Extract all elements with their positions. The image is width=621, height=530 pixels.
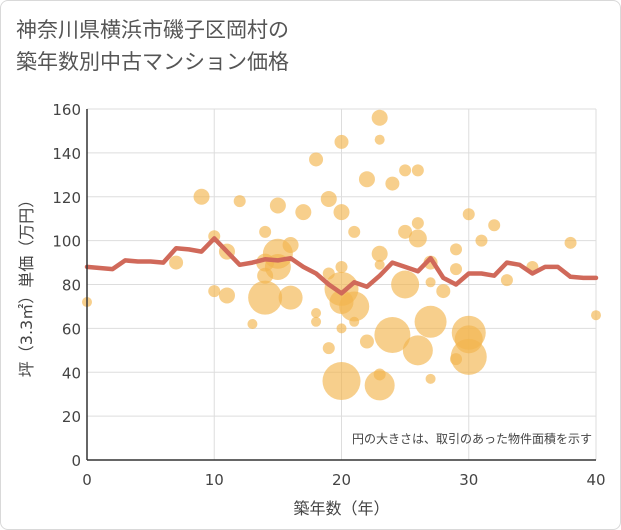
data-point-68 [564,236,577,249]
data-point-63 [450,338,487,375]
data-point-53 [425,277,436,288]
data-point-1 [169,255,184,270]
chart-title: 神奈川県横浜市磯子区岡村の 築年数別中古マンション価格 [16,14,289,78]
data-point-24 [322,342,335,355]
y-tick-label-7: 140 [52,145,81,163]
data-point-40 [374,259,385,270]
data-point-60 [462,208,475,221]
data-point-64 [475,234,488,247]
y-tick-label-2: 40 [62,364,81,382]
average-price-line [84,236,599,296]
data-point-50 [408,229,427,248]
data-point-26 [333,204,350,221]
chart-title-line-1: 神奈川県横浜市磯子区岡村の [16,18,289,42]
data-point-33 [339,291,370,322]
y-tick-label-8: 160 [52,101,81,119]
data-point-49 [411,217,424,230]
y-tick-label-4: 80 [62,277,81,295]
chart-title-line-2: 築年数別中古マンション価格 [16,50,289,74]
y-tick-label-6: 120 [52,189,81,207]
data-point-18 [295,204,312,221]
data-point-21 [311,316,322,327]
data-point-55 [425,373,436,384]
data-point-47 [391,270,420,299]
data-point-39 [371,245,388,262]
data-point-37 [371,109,388,126]
bubble-size-note: 円の大きさは、取引のあった物件面積を示す [352,431,592,446]
data-point-42 [364,370,395,401]
data-point-6 [218,287,235,304]
data-point-27 [335,260,348,273]
data-point-43 [385,176,400,191]
data-point-13 [269,197,286,214]
data-point-8 [247,318,258,329]
data-point-2 [193,188,210,205]
data-point-16 [282,237,299,254]
average-line-group [84,236,599,296]
data-point-58 [450,263,463,276]
data-point-56 [436,284,451,299]
x-tick-label-1: 10 [205,471,224,489]
x-tick-label-2: 20 [332,471,351,489]
data-point-32 [348,225,361,238]
data-point-34 [349,316,360,327]
data-point-25 [334,134,349,149]
data-point-69 [591,310,601,321]
data-point-12 [248,280,283,315]
data-point-19 [309,152,324,167]
data-point-9 [259,225,272,238]
x-tick-label-4: 40 [586,471,605,489]
tick-labels: 0 20 40 60 80 100 120 140 160 0 10 20 30 40 [52,101,605,489]
data-point-4 [208,285,221,298]
data-point-51 [402,335,433,366]
data-point-44 [374,316,411,353]
y-axis-label: 坪（3.3㎡）単価（万円） [17,192,36,377]
data-point-22 [320,190,337,207]
y-tick-label-1: 20 [62,408,81,426]
data-point-17 [278,285,303,310]
data-point-46 [398,224,413,239]
data-point-66 [500,274,513,287]
data-point-7 [233,195,246,208]
data-point-54 [414,305,447,338]
data-point-20 [311,308,322,319]
y-tick-label-5: 100 [52,233,81,251]
data-point-36 [359,334,374,349]
data-point-45 [399,164,412,177]
data-point-38 [374,134,385,145]
data-point-57 [450,243,463,256]
data-point-35 [358,171,375,188]
y-tick-label-3: 60 [62,320,81,338]
x-axis-label: 築年数（年） [293,499,389,518]
data-point-31 [322,362,361,401]
data-point-65 [488,219,501,232]
axes [86,109,596,461]
data-point-48 [411,164,424,177]
x-tick-label-3: 30 [459,471,478,489]
x-tick-label-0: 0 [82,471,92,489]
data-point-30 [336,323,347,334]
y-tick-label-0: 0 [71,452,81,470]
